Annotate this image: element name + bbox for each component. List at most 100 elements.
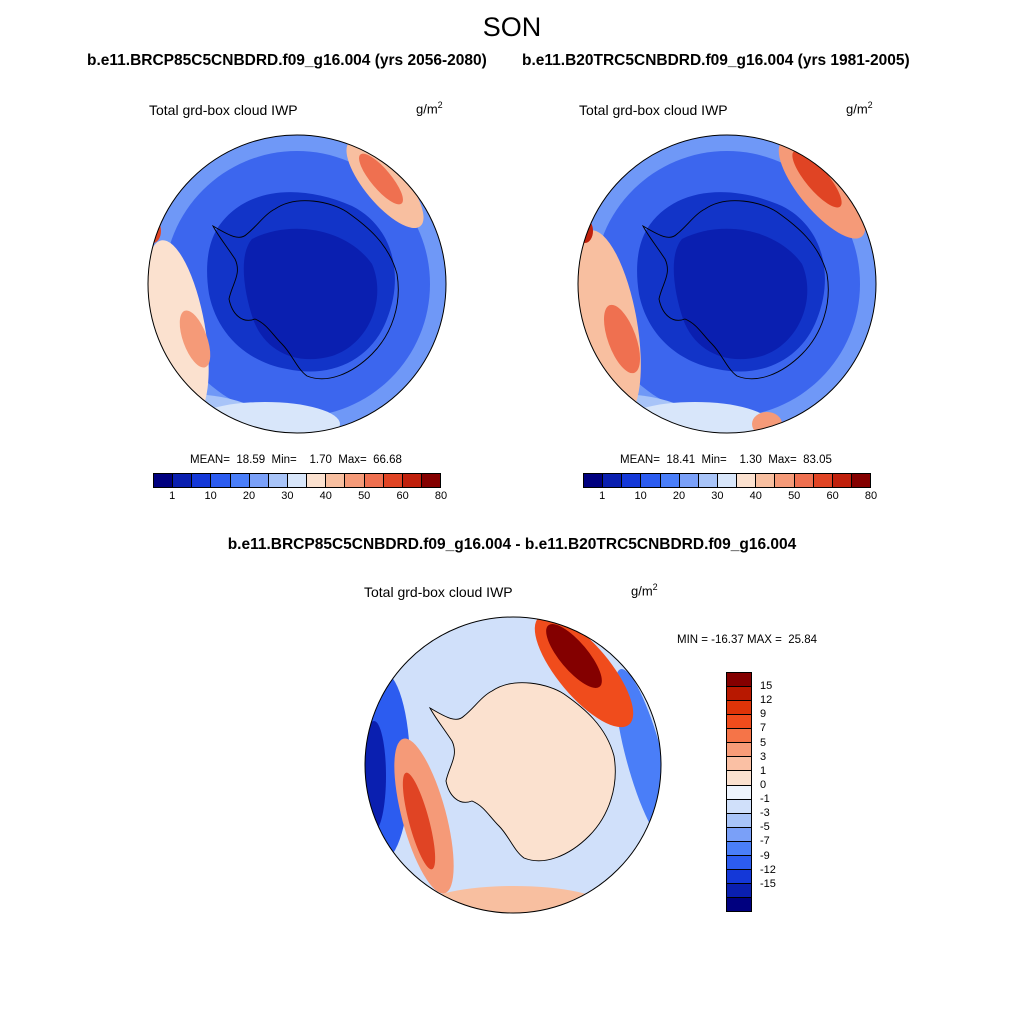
colorbar-left-swatch-8 [307, 474, 327, 487]
colorbar-diff-ticks: 15 12 9 7 5 3 1 0 -1 -3 -5 -7 -9 -12 -15 [760, 672, 800, 912]
colorbar-right-swatch-12 [813, 474, 833, 487]
map-diff-boundary [364, 616, 662, 914]
colorbar-diff-swatch-13 [727, 855, 751, 870]
colorbar-left-tick-label: 1 [169, 490, 176, 502]
colorbar-diff-swatch-5 [727, 743, 751, 758]
colorbar-left-tick-label: 80 [434, 490, 448, 502]
map-left-west-core [179, 310, 211, 368]
colorbar-diff-swatch-8 [727, 785, 751, 800]
map-diff-ice-sheet [430, 682, 616, 861]
colorbar-right-tick-label: 50 [788, 490, 801, 502]
colorbar-right-tick-label: 60 [826, 490, 839, 502]
map-diff-polar [364, 616, 662, 914]
colorbar-left-swatch-11 [364, 474, 384, 487]
map-right-ne-core [792, 150, 842, 208]
map-left-s-band [190, 402, 340, 433]
colorbar-diff-tick-label: 5 [760, 736, 767, 749]
colorbar-left-swatch-7 [287, 474, 308, 487]
colorbar-right-tick-label: 40 [749, 490, 762, 502]
colorbar-right-swatch-6 [698, 474, 718, 487]
colorbar-left: 1 10 20 30 40 50 60 80 [153, 473, 447, 502]
colorbar-left-ticks: 1 10 20 30 40 50 60 80 [153, 488, 447, 502]
colorbar-left-swatch-1 [173, 474, 193, 487]
colorbar-diff-tick-label: 0 [760, 778, 767, 791]
colorbar-diff-swatch-15 [727, 883, 751, 898]
colorbar-left-swatch-3 [211, 474, 231, 487]
panel-right-variable: Total grd-box cloud IWP [579, 102, 728, 118]
colorbar-right-tick-label: 30 [711, 490, 724, 502]
colorbar-right-swatch-1 [603, 474, 623, 487]
diff-title: b.e11.BRCP85C5CNBDRD.f09_g16.004 - b.e11… [227, 536, 797, 553]
colorbar-diff-swatch-0 [727, 673, 751, 688]
map-right-polar [577, 134, 877, 434]
colorbar-diff-swatch-6 [727, 757, 751, 772]
colorbar-left-tick-label: 10 [204, 490, 217, 502]
colorbar-diff-swatch-9 [727, 799, 751, 814]
map-right-west-core [603, 304, 641, 374]
colorbar-right-swatch-0 [584, 474, 604, 487]
panel-left-units: g/m2 [416, 100, 443, 117]
map-left-ne-core [359, 153, 403, 205]
map-diff-antarctica-coast [428, 682, 616, 862]
colorbar-left-swatch-0 [154, 474, 174, 487]
colorbar-diff-swatch-3 [727, 715, 751, 730]
colorbar-diff-tick-label: -12 [760, 863, 776, 876]
colorbar-right-swatch-14 [851, 474, 871, 487]
colorbar-right-swatch-7 [717, 474, 738, 487]
map-left-boundary [147, 134, 447, 434]
colorbar-right-swatch-9 [756, 474, 776, 487]
colorbar-right: 1 10 20 30 40 50 60 80 [583, 473, 877, 502]
diff-units: g/m2 [631, 582, 658, 599]
colorbar-right-swatch-4 [660, 474, 680, 487]
colorbar-diff-tick-label: -15 [760, 877, 776, 890]
colorbar-right-swatch-10 [775, 474, 795, 487]
colorbar-right-swatch-5 [679, 474, 699, 487]
colorbar-diff-tick-label: 1 [760, 764, 767, 777]
colorbar-diff-tick-label: -7 [760, 835, 770, 848]
map-right-antarctica-coast [641, 200, 829, 380]
colorbar-right-swatch-8 [737, 474, 757, 487]
colorbar-left-tick-label: 50 [358, 490, 371, 502]
colorbar-diff-tick-label: -9 [760, 849, 770, 862]
colorbar-diff-tick-label: 12 [760, 694, 773, 707]
map-right-ice-core [673, 228, 808, 360]
colorbar-left-swatch-4 [230, 474, 250, 487]
map-diff-west-pos-core [402, 772, 436, 870]
colorbar-diff-swatch-4 [727, 729, 751, 744]
colorbar-right-ticks: 1 10 20 30 40 50 60 80 [583, 488, 877, 502]
colorbar-diff-swatch-1 [727, 687, 751, 702]
map-right-s-band [620, 402, 770, 433]
map-left-ice-core [243, 228, 378, 360]
colorbar-right-swatches [583, 473, 871, 488]
colorbar-left-swatch-13 [402, 474, 422, 487]
colorbar-diff-tick-label: 3 [760, 750, 767, 763]
colorbar-left-tick-label: 40 [319, 490, 332, 502]
colorbar-right-swatch-3 [641, 474, 661, 487]
map-diff-ne-pos-core [546, 624, 602, 688]
colorbar-diff [726, 672, 752, 912]
colorbar-right-tick-label: 20 [672, 490, 686, 502]
colorbar-diff-swatch-2 [727, 701, 751, 716]
colorbar-diff-swatch-12 [727, 841, 751, 856]
diff-variable: Total grd-box cloud IWP [364, 584, 513, 600]
colorbar-right-tick-label: 80 [864, 490, 878, 502]
panel-left-stats: MEAN= 18.59 Min= 1.70 Max= 66.68 [190, 454, 402, 466]
colorbar-diff-tick-label: -3 [760, 807, 770, 820]
colorbar-left-swatch-6 [268, 474, 288, 487]
map-diff-s-pos [424, 886, 604, 913]
colorbar-diff-tick-label: 7 [760, 722, 767, 735]
colorbar-diff-tick-label: 15 [760, 680, 773, 693]
colorbar-diff-tick-label: -1 [760, 793, 770, 806]
map-right-boundary [577, 134, 877, 434]
colorbar-left-swatch-9 [326, 474, 346, 487]
diff-stats: MIN = -16.37 MAX = 25.84 [677, 634, 817, 646]
colorbar-right-tick-label: 10 [634, 490, 647, 502]
colorbar-left-swatch-5 [249, 474, 269, 487]
colorbar-left-swatches [153, 473, 441, 488]
colorbar-diff-swatch-11 [727, 827, 751, 842]
left-case-title: b.e11.BRCP85C5CNBDRD.f09_g16.004 (yrs 20… [87, 52, 487, 69]
colorbar-left-swatch-10 [345, 474, 365, 487]
colorbar-right-swatch-2 [622, 474, 642, 487]
panel-right-stats: MEAN= 18.41 Min= 1.30 Max= 83.05 [620, 454, 832, 466]
map-left-polar [147, 134, 447, 434]
